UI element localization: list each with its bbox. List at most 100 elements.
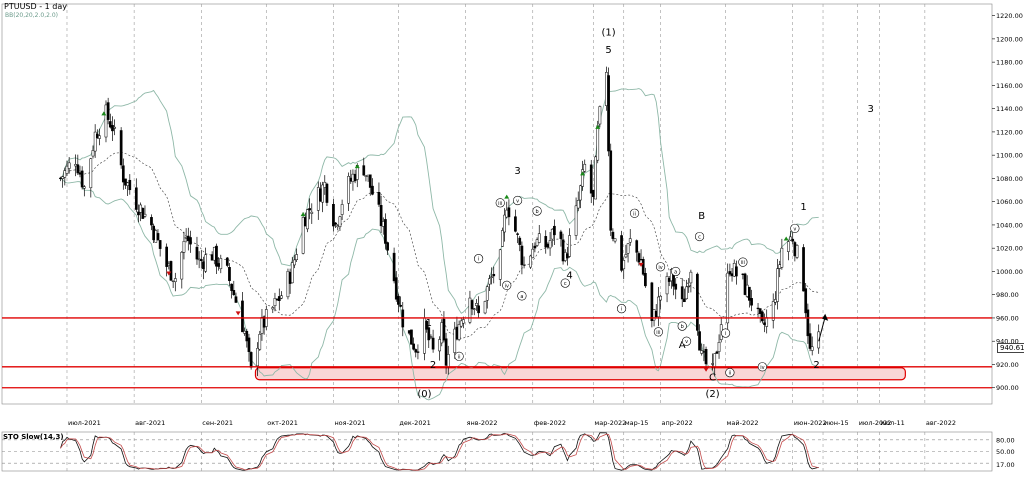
candle-body: [704, 349, 708, 365]
y-tick-label: 1140.00: [996, 105, 1023, 113]
candle-body: [108, 121, 112, 128]
candle-body: [113, 126, 116, 129]
x-tick-label: янв-2022: [467, 419, 498, 427]
candle-body: [165, 246, 168, 267]
candle-body: [780, 247, 784, 268]
candle-body: [657, 296, 660, 318]
candle-body: [598, 106, 602, 125]
current-price-badge: 940.61: [997, 343, 1024, 353]
candle-body: [700, 350, 704, 354]
candle-body: [622, 260, 626, 270]
candle-body: [245, 330, 249, 342]
candle-body: [444, 338, 448, 366]
candle-body: [414, 349, 418, 353]
candle-body: [249, 352, 253, 368]
candle-body: [544, 236, 548, 248]
circled-wave-label: ii: [633, 211, 636, 217]
y-tick-label: 1120.00: [996, 128, 1023, 136]
stochastic-tick-label: 50.00: [996, 448, 1015, 456]
circled-wave-label: a: [520, 294, 523, 300]
candle-body: [137, 211, 140, 216]
candle-body: [475, 303, 478, 306]
candle-body: [743, 273, 747, 295]
candle-body: [531, 248, 535, 258]
candle-body: [683, 298, 686, 303]
candle-body: [503, 214, 506, 233]
candle-body: [522, 264, 526, 266]
candle-body: [366, 174, 370, 177]
candle-body: [810, 346, 814, 351]
wave-label: 4: [566, 270, 572, 281]
wave-label: 3: [867, 104, 873, 115]
candle-body: [438, 339, 441, 352]
candle-body: [446, 354, 450, 368]
candle-body: [182, 241, 186, 253]
axis-layer: июл-2021 авг-2021 сен-2021 окт-2021 ноя-2021…: [68, 12, 1023, 427]
candle-body: [394, 277, 398, 300]
candle-body: [778, 264, 782, 269]
candle-body: [332, 204, 335, 227]
stochastic-k-line: [60, 432, 819, 471]
circled-wave-label: i: [478, 257, 479, 263]
main-panel-frame: [1, 3, 993, 405]
candle-body: [626, 243, 630, 254]
candle-body: [492, 273, 496, 277]
circled-wave-marker: [694, 231, 705, 242]
buy-signal-marker: [300, 212, 306, 217]
x-tick-label: июн-2022: [794, 419, 827, 427]
candle-body: [535, 239, 539, 246]
candle-body: [728, 271, 732, 275]
x-tick-label: мар-2022: [594, 419, 626, 427]
candle-body: [243, 330, 246, 334]
candle-body: [82, 186, 86, 189]
candle-body: [761, 311, 764, 322]
candle-body: [234, 296, 238, 303]
x-tick-label: ноя-2021: [334, 419, 365, 427]
circled-wave-label: i: [621, 307, 622, 313]
candle-body: [371, 185, 374, 195]
x-tick-label: июл-2022: [859, 419, 892, 427]
candle-body: [412, 343, 415, 350]
candle-body: [650, 282, 654, 322]
candle-body: [95, 133, 99, 139]
wave-label: A: [679, 340, 686, 351]
candle-body: [63, 170, 67, 178]
candle-body: [791, 238, 795, 242]
candle-body: [546, 243, 550, 248]
bollinger-upper-band: [60, 88, 819, 314]
wave-label: 3: [514, 166, 520, 177]
candle-body: [715, 351, 719, 354]
candle-body: [381, 221, 385, 227]
candle-body: [459, 320, 463, 327]
circled-wave-label: iii: [498, 201, 502, 207]
candle-body: [806, 309, 810, 337]
wave-label: B: [698, 211, 705, 222]
circled-wave-marker: [560, 278, 570, 288]
candle-body: [583, 163, 587, 172]
stochastic-tick-label: 17.00: [996, 461, 1015, 469]
candle-body: [65, 165, 69, 174]
circled-wave-label: ii: [458, 354, 461, 360]
candle-body: [607, 75, 610, 152]
candle-body: [386, 242, 389, 251]
buy-signal-marker: [783, 236, 789, 241]
candle-body: [771, 301, 775, 321]
circled-wave-marker: [473, 254, 484, 264]
circled-wave-marker: [629, 208, 640, 218]
candle-body: [488, 278, 491, 285]
y-tick-label: 920.00: [996, 361, 1019, 369]
y-tick-label: 1040.00: [996, 221, 1023, 229]
candle-body: [349, 177, 353, 182]
candle-body: [228, 267, 231, 282]
candle-body: [119, 130, 123, 166]
candle-body: [537, 233, 541, 243]
candle-body: [505, 209, 509, 218]
circled-wave-label: iv: [760, 365, 764, 371]
y-tick-label: 960.00: [996, 314, 1019, 322]
candle-body: [319, 188, 322, 202]
candle-body: [225, 257, 229, 266]
candle-body: [197, 258, 201, 261]
candle-body: [195, 246, 199, 260]
candle-body: [457, 324, 461, 340]
candle-body: [106, 102, 110, 120]
